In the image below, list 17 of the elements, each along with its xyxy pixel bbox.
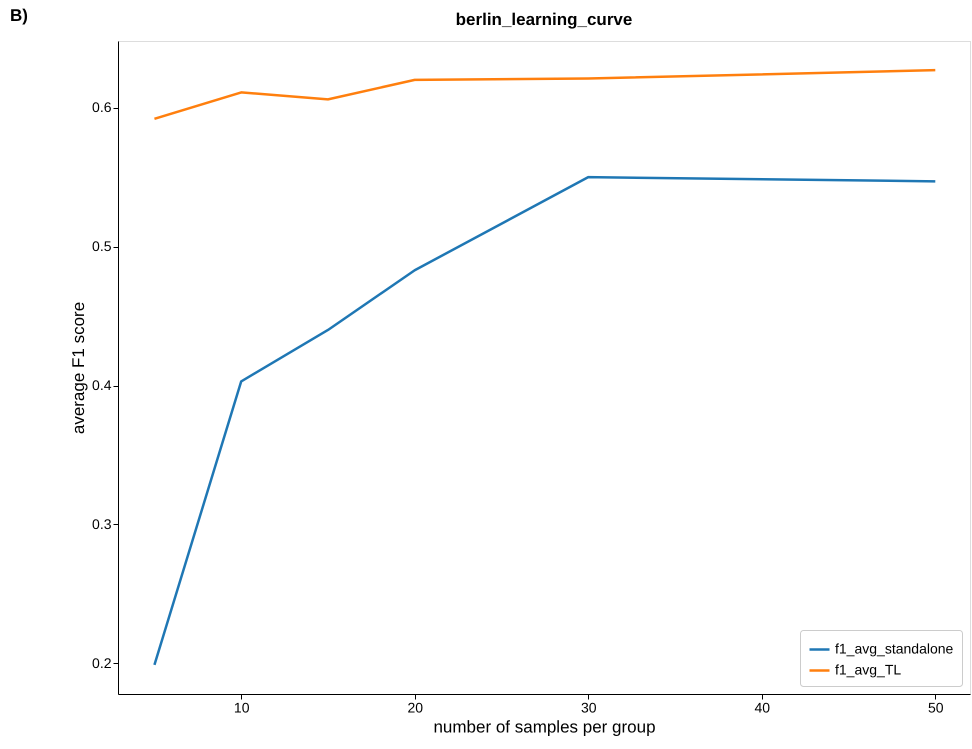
x-tick-label: 40 (754, 700, 770, 716)
legend-label: f1_avg_standalone (835, 640, 954, 656)
y-tick-label: 0.6 (92, 99, 112, 116)
y-tick-label: 0.3 (92, 516, 112, 532)
x-tick-label: 50 (928, 700, 944, 716)
y-tick-label: 0.5 (92, 238, 112, 254)
y-axis-title: average F1 score (69, 302, 88, 434)
x-tick-label: 20 (407, 700, 424, 716)
x-tick-label: 30 (580, 700, 597, 716)
line-series (153, 68, 937, 120)
x-axis-title: number of samples per group (433, 718, 656, 736)
chart-title: berlin_learning_curve (456, 10, 632, 29)
y-tick-label: 0.4 (92, 377, 112, 394)
text: B) (10, 6, 28, 25)
legend-label: f1_avg_TL (835, 662, 902, 678)
x-tick-label: 10 (234, 700, 250, 716)
y-tick-label: 0.2 (92, 654, 112, 671)
